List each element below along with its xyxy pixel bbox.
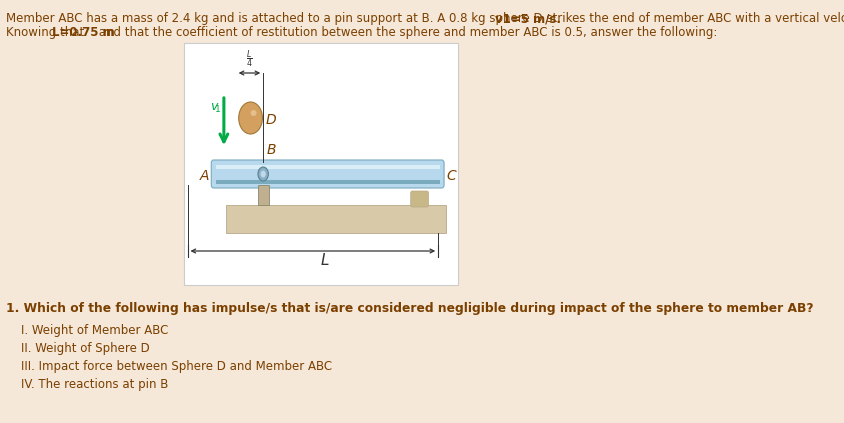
Text: B: B	[267, 143, 276, 157]
Text: 1. Which of the following has impulse/s that is/are considered negligible during: 1. Which of the following has impulse/s …	[6, 302, 813, 315]
Ellipse shape	[251, 110, 257, 116]
Circle shape	[260, 170, 266, 178]
Text: Knowing that: Knowing that	[6, 26, 88, 39]
Text: v1=5 m/s.: v1=5 m/s.	[495, 12, 560, 25]
Circle shape	[257, 167, 268, 181]
Text: v: v	[210, 100, 218, 113]
FancyBboxPatch shape	[410, 191, 428, 207]
Text: A: A	[199, 169, 208, 183]
Text: L=0.75 m: L=0.75 m	[51, 26, 115, 39]
Text: D: D	[265, 113, 276, 127]
FancyBboxPatch shape	[211, 160, 444, 188]
Circle shape	[238, 102, 262, 134]
Text: 1: 1	[215, 105, 220, 114]
Text: and that the coefficient of restitution between the sphere and member ABC is 0.5: and that the coefficient of restitution …	[95, 26, 717, 39]
Bar	[215, 165, 439, 169]
Bar	[215, 180, 439, 184]
Bar	[226, 205, 445, 233]
Text: L: L	[320, 253, 328, 268]
Text: C: C	[446, 169, 456, 183]
Text: Member ABC has a mass of 2.4 kg and is attached to a pin support at B. A 0.8 kg : Member ABC has a mass of 2.4 kg and is a…	[6, 12, 844, 25]
Bar	[257, 185, 268, 205]
Text: III. Impact force between Sphere D and Member ABC: III. Impact force between Sphere D and M…	[21, 360, 332, 373]
Bar	[184, 43, 457, 285]
Text: $\frac{L}{4}$: $\frac{L}{4}$	[246, 49, 252, 70]
Text: II. Weight of Sphere D: II. Weight of Sphere D	[21, 342, 149, 355]
Text: I. Weight of Member ABC: I. Weight of Member ABC	[21, 324, 168, 337]
Text: IV. The reactions at pin B: IV. The reactions at pin B	[21, 378, 168, 391]
